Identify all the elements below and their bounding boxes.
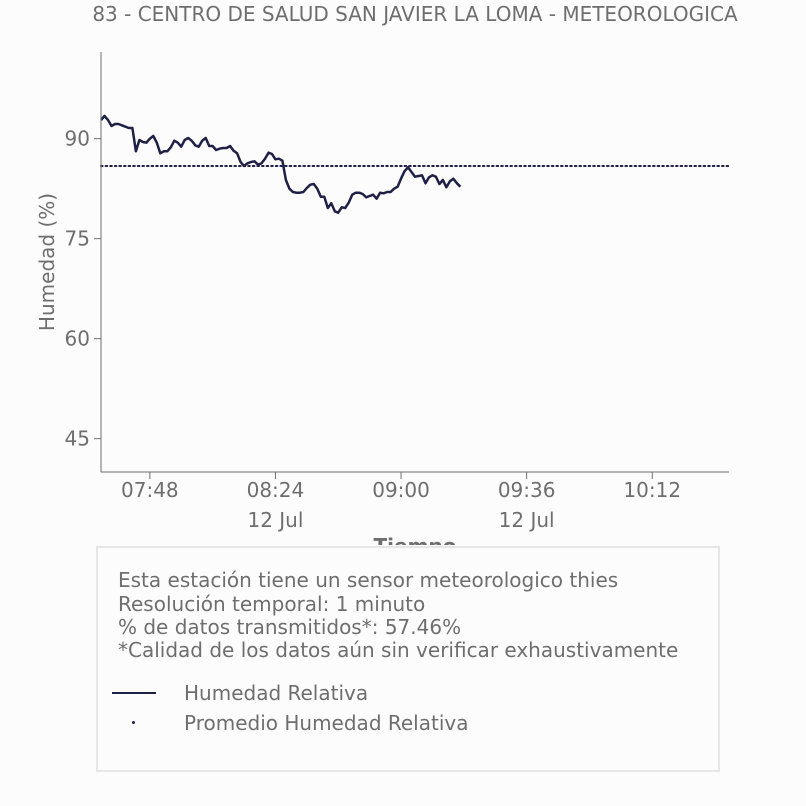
info-resolution-text: Resolución temporal: 1 minuto <box>118 592 426 616</box>
x-ticks: 07:48 08:24 12 Jul 09:00 09:36 12 Jul 10:12 <box>121 472 681 532</box>
x-tick-label: 09:00 <box>372 478 430 502</box>
info-box: Esta estación tiene un sensor meteorolog… <box>96 546 720 772</box>
x-tick-label: 07:48 <box>121 478 179 502</box>
legend-line-swatch <box>112 692 156 694</box>
x-axis-label: Tiempo <box>374 534 457 545</box>
humidity-series-line <box>100 114 462 214</box>
info-quality-note: *Calidad de los datos aún sin verificar … <box>118 638 679 662</box>
y-tick-label: 75 <box>65 227 90 251</box>
info-transmitted-text: % de datos transmitidos*: 57.46% <box>118 615 462 639</box>
info-sensor-text: Esta estación tiene un sensor meteorolog… <box>118 568 619 592</box>
y-tick-label: 45 <box>65 427 90 451</box>
plot-area <box>100 114 730 214</box>
x-tick-date-label: 12 Jul <box>499 508 555 532</box>
x-tick-label: 09:36 <box>498 478 556 502</box>
chart-title: 83 - CENTRO DE SALUD SAN JAVIER LA LOMA … <box>92 2 738 26</box>
legend-label-promedio: Promedio Humedad Relativa <box>184 711 469 735</box>
legend-label-humedad: Humedad Relativa <box>184 681 369 705</box>
y-ticks: 45 60 75 90 <box>65 127 101 451</box>
x-tick-date-label: 12 Jul <box>247 508 303 532</box>
legend-dot-swatch <box>132 721 135 724</box>
x-tick-label: 08:24 <box>247 478 305 502</box>
y-tick-label: 60 <box>65 327 90 351</box>
humidity-chart: 83 - CENTRO DE SALUD SAN JAVIER LA LOMA … <box>35 2 738 545</box>
x-tick-label: 10:12 <box>623 478 681 502</box>
y-tick-label: 90 <box>65 127 90 151</box>
y-axis-label: Humedad (%) <box>35 193 59 331</box>
